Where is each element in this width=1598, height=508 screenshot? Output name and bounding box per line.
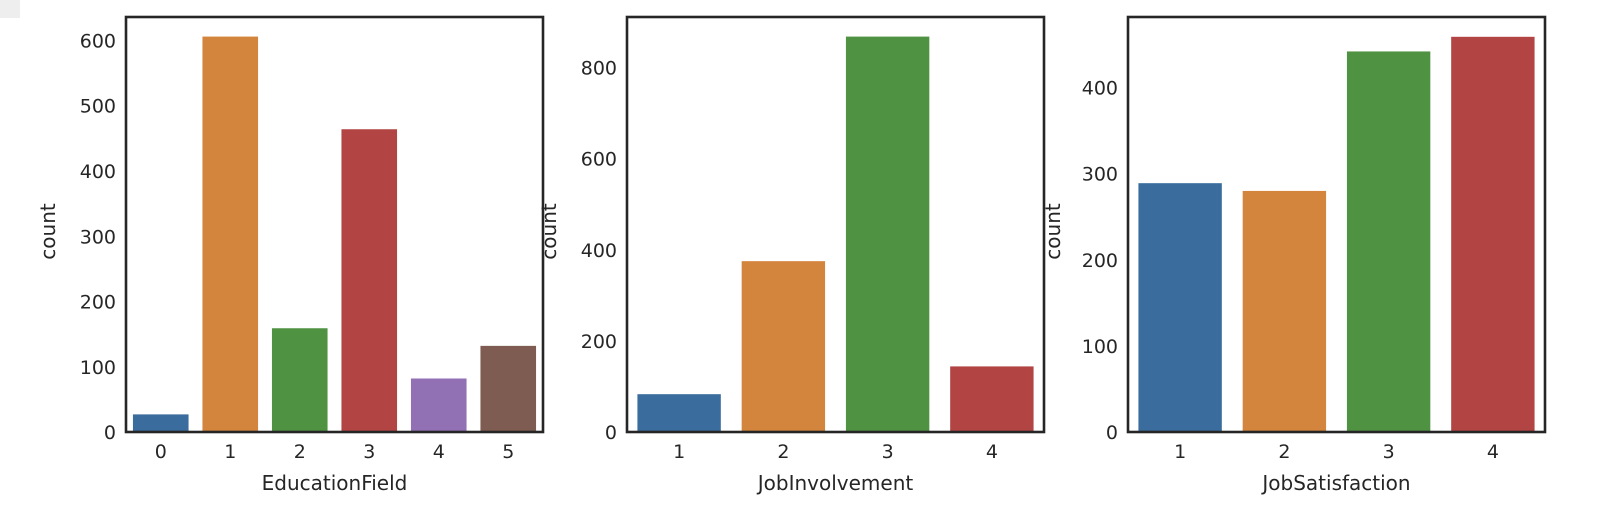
y-tick-label: 100 [80,357,116,379]
x-tick-label: 1 [673,441,685,463]
bar-2 [271,328,328,432]
bar-0 [132,414,189,432]
axes-frame [625,15,1046,434]
y-tick-label: 200 [1082,250,1118,272]
x-tick-label: 4 [986,441,998,463]
x-axis-label: EducationField [262,471,408,495]
y-tick-label: 100 [1082,336,1118,358]
y-tick-label: 300 [1082,164,1118,186]
y-tick-label: 200 [80,292,116,314]
x-tick-label: 2 [1278,441,1290,463]
bar-1 [637,394,721,432]
y-tick-label: 0 [1106,422,1118,444]
y-tick-label: 400 [1082,78,1118,100]
y-tick-label: 300 [80,226,116,248]
bar-3 [1346,51,1431,432]
corner-mark [0,0,20,18]
y-tick-label: 0 [104,422,116,444]
y-tick-label: 600 [581,149,617,171]
bar-3 [341,129,398,433]
subplot-job-involvement: 1 2 3 4 0 200 400 600 800 JobInvolvement count [537,15,1046,495]
y-axis-label: count [1041,203,1065,260]
x-axis-label: JobInvolvement [756,471,914,495]
x-tick-label: 3 [882,441,894,463]
x-axis-label: JobSatisfaction [1260,471,1410,495]
y-tick-label: 500 [80,96,116,118]
bar-4 [1451,36,1535,433]
x-tick-label: 4 [433,441,445,463]
y-axis-label: count [36,203,60,260]
bar-3 [845,36,930,433]
x-tick-label: 2 [777,441,789,463]
x-tick-label: 3 [363,441,375,463]
bar-2 [1242,190,1327,432]
x-tick-label: 4 [1487,441,1499,463]
bar-5 [480,345,537,432]
y-tick-label: 0 [605,422,617,444]
y-tick-label: 200 [581,331,617,353]
y-axis-label: count [537,203,561,260]
subplot-education-field: 0 1 2 3 4 5 0 100 200 300 400 500 600 EducationField c… [36,15,545,495]
y-tick-label: 600 [80,30,116,52]
subplot-job-satisfaction: 1 2 3 4 0 100 200 300 400 JobSatisfaction count [1041,15,1547,495]
bar-4 [950,366,1034,432]
y-tick-label: 400 [581,240,617,262]
bar-4 [410,378,467,432]
x-tick-label: 0 [155,441,167,463]
x-tick-label: 5 [502,441,514,463]
bar-2 [741,261,826,432]
y-tick-label: 800 [581,58,617,80]
axes-frame [124,15,545,434]
x-tick-label: 1 [224,441,236,463]
axes-frame [1126,15,1547,434]
bar-1 [1138,183,1222,432]
x-tick-label: 3 [1383,441,1395,463]
bar-1 [202,36,259,432]
x-tick-label: 1 [1174,441,1186,463]
x-tick-label: 2 [294,441,306,463]
y-tick-label: 400 [80,161,116,183]
